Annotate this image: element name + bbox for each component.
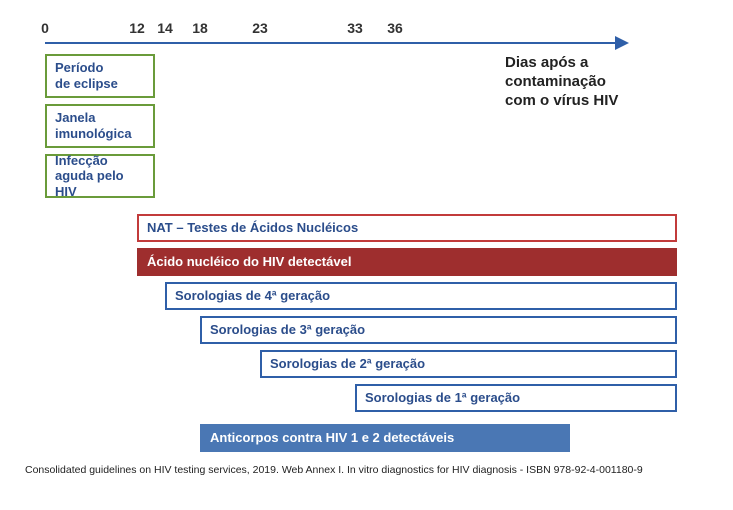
bar-acido: Ácido nucléico do HIV detectável — [137, 248, 677, 276]
citation: Consolidated guidelines on HIV testing s… — [25, 464, 708, 476]
bar-gen4: Sorologias de 4ª geração — [165, 282, 677, 310]
tick-18: 18 — [192, 20, 208, 36]
timeline: 0121418233336 — [45, 20, 708, 50]
tick-23: 23 — [252, 20, 268, 36]
tick-14: 14 — [157, 20, 173, 36]
bar-janela: Janelaimunológica — [45, 104, 155, 148]
timeline-arrow-head — [615, 36, 629, 50]
bar-eclipse: Períodode eclipse — [45, 54, 155, 98]
bar-nat: NAT – Testes de Ácidos Nucléicos — [137, 214, 677, 242]
tick-12: 12 — [129, 20, 145, 36]
tick-36: 36 — [387, 20, 403, 36]
bar-gen1: Sorologias de 1ª geração — [355, 384, 677, 412]
tick-33: 33 — [347, 20, 363, 36]
bar-anticorpos: Anticorpos contra HIV 1 e 2 detectáveis — [200, 424, 570, 452]
bar-gen2: Sorologias de 2ª geração — [260, 350, 677, 378]
bar-gen3: Sorologias de 3ª geração — [200, 316, 677, 344]
bar-infeccao: Infecçãoaguda pelo HIV — [45, 154, 155, 198]
tick-0: 0 — [41, 20, 49, 36]
timeline-arrow-line — [45, 42, 615, 44]
bars-area: Períodode eclipse Janelaimunológica Infecç… — [45, 54, 708, 464]
